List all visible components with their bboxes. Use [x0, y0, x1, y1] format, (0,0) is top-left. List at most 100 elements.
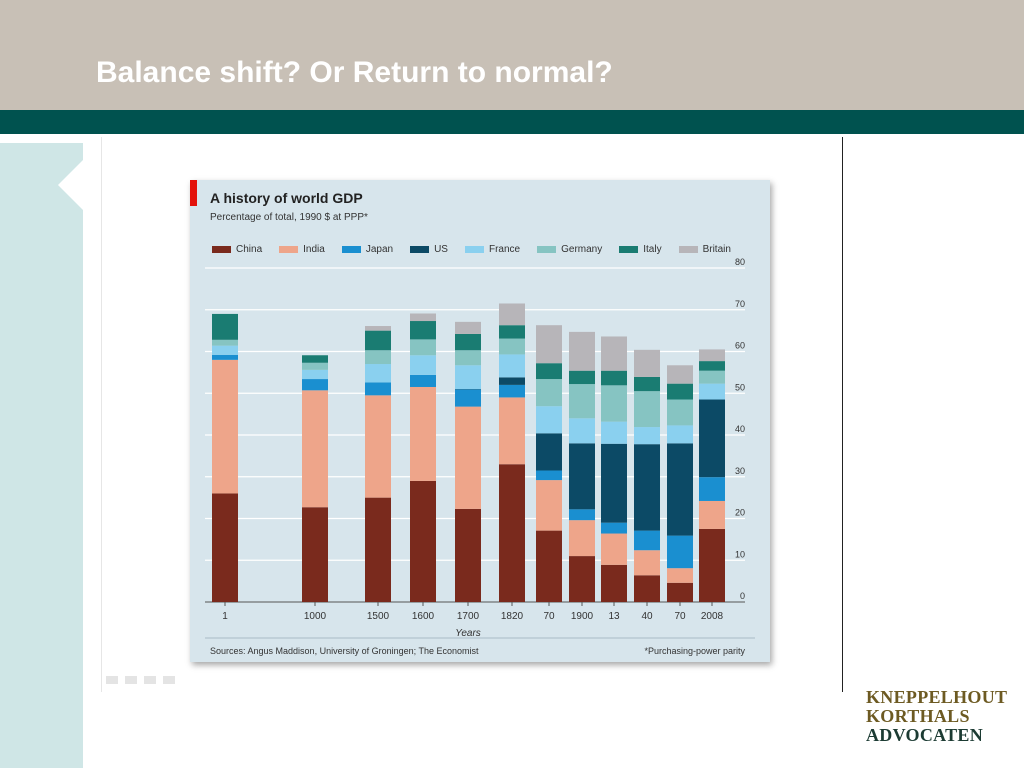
legend-swatch — [410, 245, 430, 253]
legend-swatch — [341, 245, 361, 253]
y-tick-label: 20 — [735, 508, 745, 518]
bar-britain — [601, 336, 627, 371]
bar-france — [601, 421, 627, 444]
bar-japan — [410, 374, 436, 387]
legend-swatch — [212, 245, 231, 253]
logo-line-1: KNEPPELHOUT — [866, 687, 1008, 707]
bar-britain — [410, 313, 436, 322]
slide-title: Balance shift? Or Return to normal? — [96, 56, 613, 89]
bar-india — [410, 386, 436, 481]
legend-swatch — [279, 245, 299, 253]
bar-china — [667, 582, 693, 602]
bar-italy — [410, 321, 436, 340]
bar-france — [569, 418, 595, 444]
bar-italy — [536, 363, 562, 380]
bar-germany — [410, 339, 436, 356]
bar-us — [667, 443, 693, 536]
legend-label: Italy — [643, 243, 662, 255]
x-tick-label: 1600 — [412, 611, 435, 622]
bar-germany — [365, 350, 391, 365]
x-tick-label: 70 — [674, 611, 686, 622]
bar-china — [601, 564, 627, 602]
x-tick-label: 13 — [608, 611, 620, 622]
next-slide-icon[interactable] — [163, 676, 175, 684]
bar-britain — [569, 331, 595, 371]
bar-germany — [455, 350, 481, 366]
menu-icon[interactable] — [144, 676, 156, 684]
bar-china — [634, 575, 660, 602]
bar-germany — [302, 362, 328, 370]
y-tick-label: 30 — [735, 466, 745, 476]
bar-britain — [667, 365, 693, 384]
bar-china — [365, 497, 391, 602]
legend-item-us: US — [410, 244, 448, 255]
bar-france — [212, 345, 238, 355]
bar-india — [699, 500, 725, 529]
bar-france — [302, 369, 328, 380]
x-tick-label: 40 — [641, 611, 653, 622]
x-tick-label: 1900 — [571, 611, 594, 622]
bar-italy — [699, 361, 725, 371]
legend-item-japan: Japan — [341, 244, 393, 255]
economist-red-mark — [190, 180, 197, 206]
sidebar-notch — [58, 160, 83, 210]
legend-item-india: India — [279, 244, 325, 255]
slide-header: Balance shift? Or Return to normal? — [0, 0, 1024, 110]
bar-germany — [212, 339, 238, 346]
chart-legend: China India Japan US France Germany Italy Brita… — [212, 242, 748, 256]
bar-france — [536, 406, 562, 434]
y-tick-label: 10 — [735, 549, 745, 559]
y-tick-label: 70 — [735, 299, 745, 309]
pen-icon[interactable] — [125, 676, 137, 684]
bar-china — [302, 507, 328, 602]
bar-china — [212, 493, 238, 602]
bar-france — [499, 354, 525, 378]
legend-swatch — [619, 245, 639, 253]
prev-slide-icon[interactable] — [106, 676, 118, 684]
legend-swatch — [678, 245, 698, 253]
y-tick-label: 50 — [735, 382, 745, 392]
bar-italy — [365, 330, 391, 351]
legend-label: India — [303, 243, 325, 255]
legend-item-china: China — [212, 244, 262, 255]
bar-china — [699, 528, 725, 602]
bar-france — [455, 365, 481, 390]
y-tick-label: 80 — [735, 257, 745, 267]
bar-italy — [667, 383, 693, 400]
bar-france — [365, 364, 391, 383]
logo-line-2: KORTHALS — [866, 706, 970, 726]
bar-italy — [302, 355, 328, 363]
chart-panel: A history of world GDP Percentage of tot… — [190, 180, 770, 662]
bar-us — [569, 443, 595, 510]
legend-label: Britain — [702, 243, 731, 255]
bar-japan — [536, 470, 562, 481]
bar-italy — [455, 333, 481, 351]
chart-plot: 0 10 20 30 40 50 60 70 80 1 1000 1500 1600 1700 1820 70… — [205, 257, 755, 639]
chart-subtitle: Percentage of total, 1990 $ at PPP* — [210, 212, 368, 223]
bar-britain — [365, 326, 391, 331]
bar-italy — [499, 325, 525, 339]
y-tick-label: 0 — [740, 591, 745, 601]
bar-us — [634, 444, 660, 531]
bar-japan — [499, 384, 525, 398]
x-tick-label: 1000 — [304, 611, 327, 622]
bar-britain — [699, 349, 725, 362]
x-axis-label: Years — [455, 628, 481, 639]
bar-germany — [634, 391, 660, 428]
bar-india — [569, 520, 595, 557]
company-logo: KNEPPELHOUT KORTHALS ADVOCATEN — [866, 688, 1007, 745]
x-tick-label: 1 — [222, 611, 228, 622]
x-tick-label: 2008 — [701, 611, 724, 622]
bar-japan — [634, 530, 660, 551]
bar-india — [365, 395, 391, 498]
bar-japan — [601, 522, 627, 534]
bar-china — [569, 556, 595, 602]
legend-item-italy: Italy — [619, 243, 662, 255]
legend-item-britain: Britain — [678, 243, 731, 255]
bar-britain — [634, 349, 660, 377]
bar-china — [410, 480, 436, 602]
slide-controls — [106, 676, 175, 684]
x-tick-label: 1820 — [501, 611, 524, 622]
bar-germany — [699, 370, 725, 384]
bar-india — [499, 397, 525, 465]
